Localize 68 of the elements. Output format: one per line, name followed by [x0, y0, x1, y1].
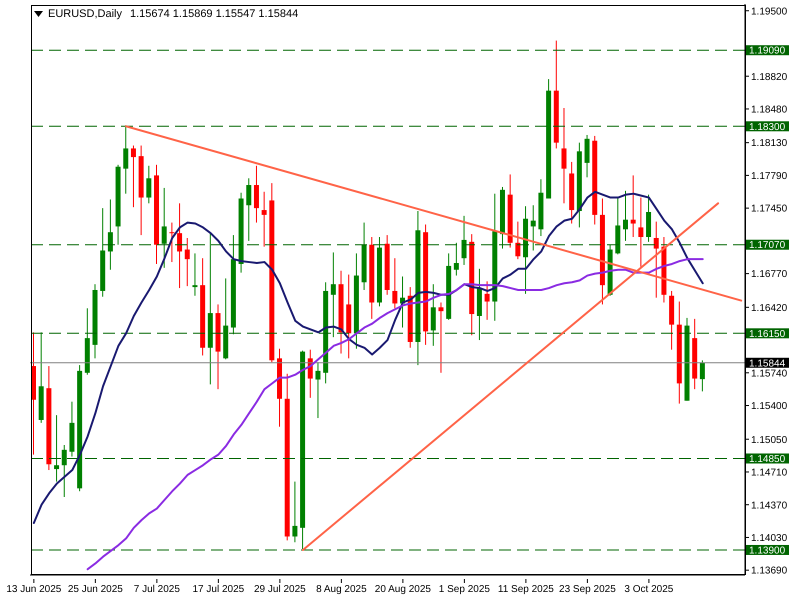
ref-line-label: 1.15844 [749, 358, 786, 370]
ref-line-label: 1.13900 [749, 545, 786, 556]
y-tick-label: 1.14370 [751, 500, 788, 512]
x-tick-label: 25 Jun 2025 [68, 584, 124, 595]
line-series [86, 258, 704, 570]
x-tick-label: 17 Jul 2025 [192, 584, 245, 595]
y-tick-label: 1.18820 [751, 72, 788, 83]
candlestick [62, 444, 67, 498]
x-tick-label: 1 Sep 2025 [438, 584, 490, 595]
candlestick [638, 197, 644, 268]
y-tick-label: 1.13690 [751, 566, 788, 577]
y-tick-label: 1.17450 [751, 204, 788, 215]
candlestick [700, 360, 705, 392]
ref-line-label: 1.14850 [749, 454, 786, 465]
candlestick [630, 174, 636, 238]
y-tick-label: 1.14710 [751, 468, 788, 479]
candlestick [515, 221, 520, 260]
y-tick-label: 1.15740 [751, 368, 788, 380]
candlestick [430, 284, 436, 346]
candlestick [262, 191, 267, 248]
y-tick-label: 1.15400 [751, 401, 788, 412]
y-tick-label: 1.16770 [751, 269, 788, 280]
candlestick [454, 242, 459, 276]
candlestick [130, 145, 136, 208]
candlestick [162, 187, 167, 268]
line-series [32, 190, 704, 524]
candlestick [392, 258, 398, 309]
y-tick-label: 1.19500 [751, 6, 788, 18]
x-tick-label: 8 Aug 2025 [316, 584, 368, 595]
x-tick-label: 3 Oct 2025 [624, 584, 674, 595]
candlestick [462, 215, 467, 266]
x-tick-label: 13 Jun 2025 [6, 584, 62, 595]
y-tick-label: 1.14030 [751, 532, 788, 544]
candlestick [108, 198, 113, 270]
candlestick [54, 414, 60, 482]
x-tick-label: 20 Aug 2025 [374, 584, 432, 595]
y-tick-label: 1.15050 [751, 434, 788, 446]
candlestick [169, 222, 174, 263]
candlestick [484, 280, 490, 320]
ref-line-label: 1.16150 [749, 328, 786, 340]
candlestick [654, 221, 659, 298]
chart-subtitle: 1.15674 1.15869 1.15547 1.15844 [130, 8, 298, 20]
candlestick [292, 481, 298, 543]
candlestick [561, 107, 566, 204]
candlestick [184, 237, 190, 287]
candlestick [438, 302, 444, 374]
candlestick [123, 124, 128, 194]
candlestick [177, 202, 182, 289]
candlestick [246, 178, 252, 242]
y-tick-label: 1.18480 [751, 104, 788, 116]
chart-title: EURUSD,Daily [48, 8, 122, 20]
ref-line-label: 1.19090 [749, 46, 786, 57]
candlestick [146, 165, 152, 204]
candlestick [330, 252, 336, 338]
ref-line-label: 1.17070 [749, 240, 786, 252]
candlestick [622, 190, 628, 242]
y-tick-label: 1.18130 [751, 138, 788, 150]
y-tick-label: 1.16420 [751, 302, 788, 314]
candlestick [192, 252, 198, 296]
candlestick [315, 362, 320, 419]
x-tick-label: 29 Jul 2025 [254, 584, 306, 595]
ref-line-label: 1.18300 [749, 122, 786, 133]
x-tick-label: 7 Jul 2025 [134, 584, 180, 595]
candlestick [254, 165, 259, 224]
y-tick-label: 1.17790 [751, 170, 788, 182]
x-tick-label: 23 Sep 2025 [559, 584, 616, 595]
candlestick [530, 204, 536, 252]
x-tick-label: 11 Sep 2025 [498, 584, 554, 595]
